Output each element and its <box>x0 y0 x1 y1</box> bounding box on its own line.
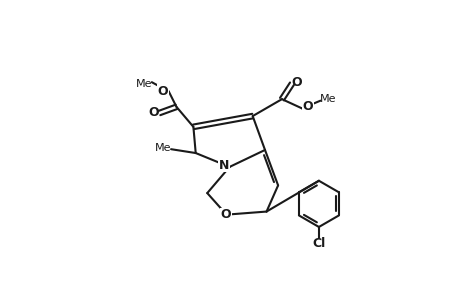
Text: O: O <box>148 106 158 119</box>
Text: Me: Me <box>319 94 336 104</box>
Text: O: O <box>302 100 313 113</box>
Text: O: O <box>220 208 230 221</box>
Text: Cl: Cl <box>312 237 325 250</box>
Text: N: N <box>218 159 229 172</box>
Text: O: O <box>291 76 301 89</box>
Text: Me: Me <box>135 79 152 89</box>
Text: O: O <box>157 85 168 98</box>
Text: Me: Me <box>155 143 171 153</box>
